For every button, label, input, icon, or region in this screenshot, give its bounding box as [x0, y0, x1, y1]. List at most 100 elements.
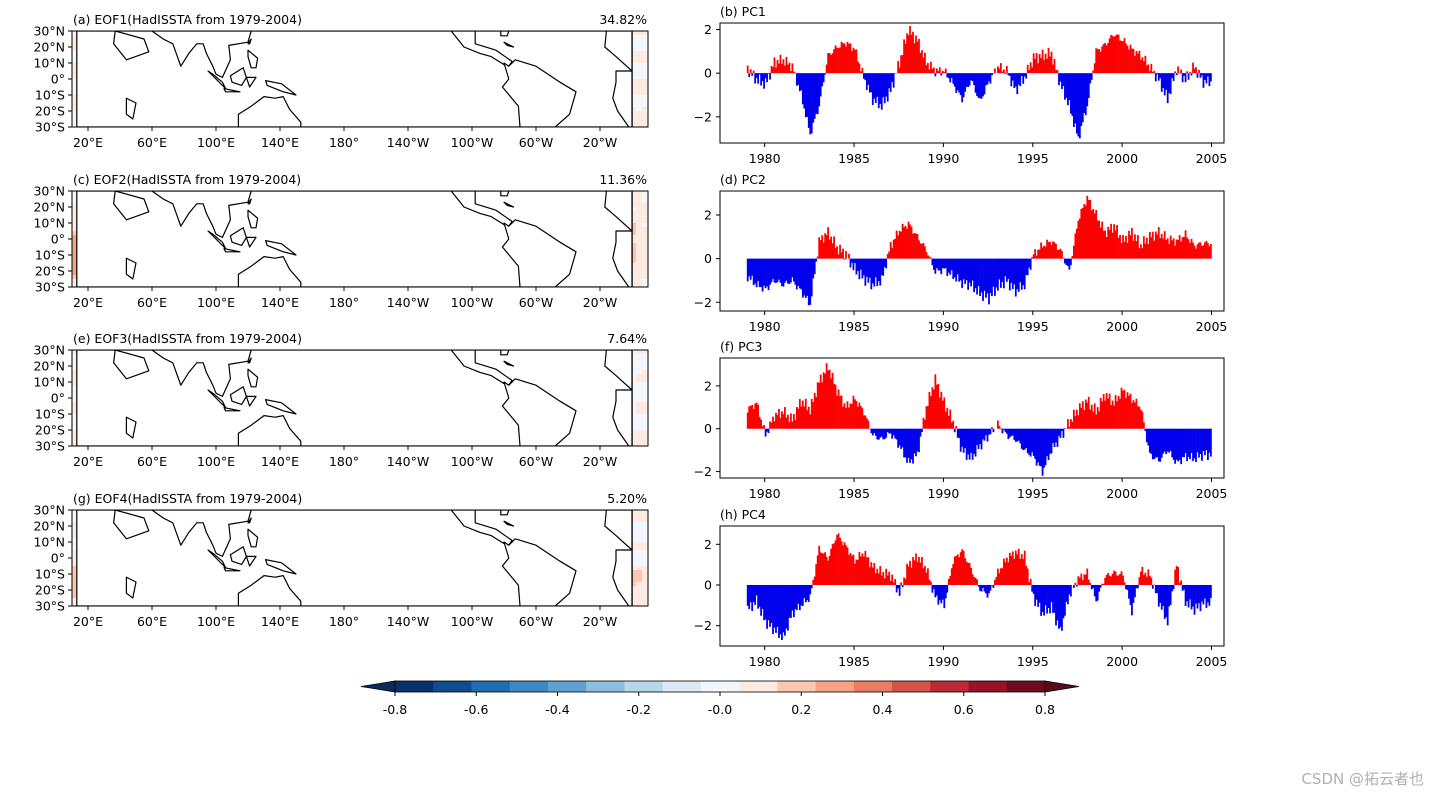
lon-tick-label: 180° — [329, 135, 359, 150]
field-cell — [72, 111, 79, 116]
field-cell — [642, 31, 648, 36]
field-cell — [642, 271, 648, 276]
field-cell — [642, 227, 648, 232]
land-mass — [112, 191, 150, 221]
field-cell — [72, 51, 79, 56]
field-cell — [642, 123, 648, 127]
field-cell — [630, 103, 637, 108]
field-cell — [636, 279, 643, 284]
lon-tick-label: 100°E — [197, 135, 235, 150]
field-cell — [72, 390, 79, 395]
field-cell — [630, 115, 637, 120]
field-cell — [72, 398, 79, 403]
field-cell — [72, 438, 79, 443]
field-cell — [642, 215, 648, 220]
land-mass — [223, 87, 241, 93]
field-cell — [642, 47, 648, 52]
land-mass — [207, 230, 227, 250]
lat-tick-label: 30°S — [35, 280, 65, 295]
lon-tick-label: 140°E — [261, 295, 299, 310]
field-cell — [72, 235, 79, 240]
field-cell — [636, 239, 643, 244]
field-cell — [642, 243, 648, 248]
lon-tick-label: 60°E — [137, 295, 167, 310]
field-cell — [630, 47, 637, 52]
field-cell — [72, 426, 79, 431]
field-cell — [72, 119, 79, 124]
field-cell — [72, 370, 79, 375]
field-cell — [72, 63, 79, 68]
lon-tick-label: 60°E — [137, 135, 167, 150]
field-cell — [636, 63, 643, 68]
field-cell — [72, 219, 79, 224]
field-cell — [72, 386, 79, 391]
field-cell — [72, 199, 79, 204]
field-cell — [636, 91, 643, 96]
field-cell — [630, 283, 637, 287]
field-cell — [642, 191, 648, 196]
field-cell — [630, 63, 637, 68]
field-cell — [642, 35, 648, 40]
land-mass — [229, 227, 247, 246]
field-cell — [642, 239, 648, 244]
field-cell — [630, 91, 637, 96]
eof-map-field — [72, 350, 648, 446]
field-cell — [642, 219, 648, 224]
field-cell — [72, 259, 79, 264]
field-cell — [72, 67, 79, 72]
field-cell — [642, 195, 648, 200]
field-cell — [636, 95, 643, 100]
field-cell — [642, 87, 648, 92]
field-cell — [72, 402, 79, 407]
field-cell — [72, 215, 79, 220]
field-cell — [636, 215, 643, 220]
field-cell — [636, 111, 643, 116]
eof-map-title: (a) EOF1(HadISSTA from 1979-2004) — [73, 12, 302, 27]
field-cell — [630, 119, 637, 124]
field-cell — [642, 51, 648, 56]
field-cell — [636, 267, 643, 272]
field-cell — [72, 47, 79, 52]
lon-tick-label: 140°E — [261, 135, 299, 150]
field-cell — [642, 259, 648, 264]
eof-map-panel-1: (a) EOF1(HadISSTA from 1979-2004) 34.82%3… — [33, 12, 649, 150]
field-cell — [72, 362, 79, 367]
field-cell — [630, 67, 637, 72]
lon-tick-label: 60°W — [519, 295, 554, 310]
field-cell — [636, 107, 643, 112]
field-cell — [630, 79, 637, 84]
field-cell — [642, 91, 648, 96]
lat-tick-label: 20°S — [35, 264, 65, 279]
lat-tick-label: 20°N — [33, 40, 65, 55]
field-cell — [636, 223, 643, 228]
field-cell — [72, 366, 79, 371]
field-cell — [630, 263, 637, 268]
field-cell — [642, 255, 648, 260]
lon-tick-label: 140°W — [387, 135, 429, 150]
field-cell — [630, 55, 637, 60]
field-cell — [630, 219, 637, 224]
land-mass — [247, 49, 259, 69]
land-mass — [604, 31, 633, 72]
field-cell — [642, 75, 648, 80]
field-cell — [630, 255, 637, 260]
field-cell — [642, 115, 648, 120]
field-cell — [72, 255, 79, 260]
field-cell — [630, 227, 637, 232]
field-cell — [636, 247, 643, 252]
field-cell — [636, 119, 643, 124]
field-cell — [630, 267, 637, 272]
eof-map-title: (c) EOF2(HadISSTA from 1979-2004) — [73, 172, 301, 187]
field-cell — [636, 211, 643, 216]
field-cell — [72, 231, 79, 236]
field-cell — [630, 39, 637, 44]
field-cell — [72, 374, 79, 379]
field-cell — [72, 422, 79, 427]
land-mass — [612, 230, 633, 287]
land-mass — [207, 70, 227, 90]
field-cell — [642, 59, 648, 64]
field-cell — [642, 103, 648, 108]
field-cell — [72, 223, 79, 228]
field-cell — [642, 263, 648, 268]
